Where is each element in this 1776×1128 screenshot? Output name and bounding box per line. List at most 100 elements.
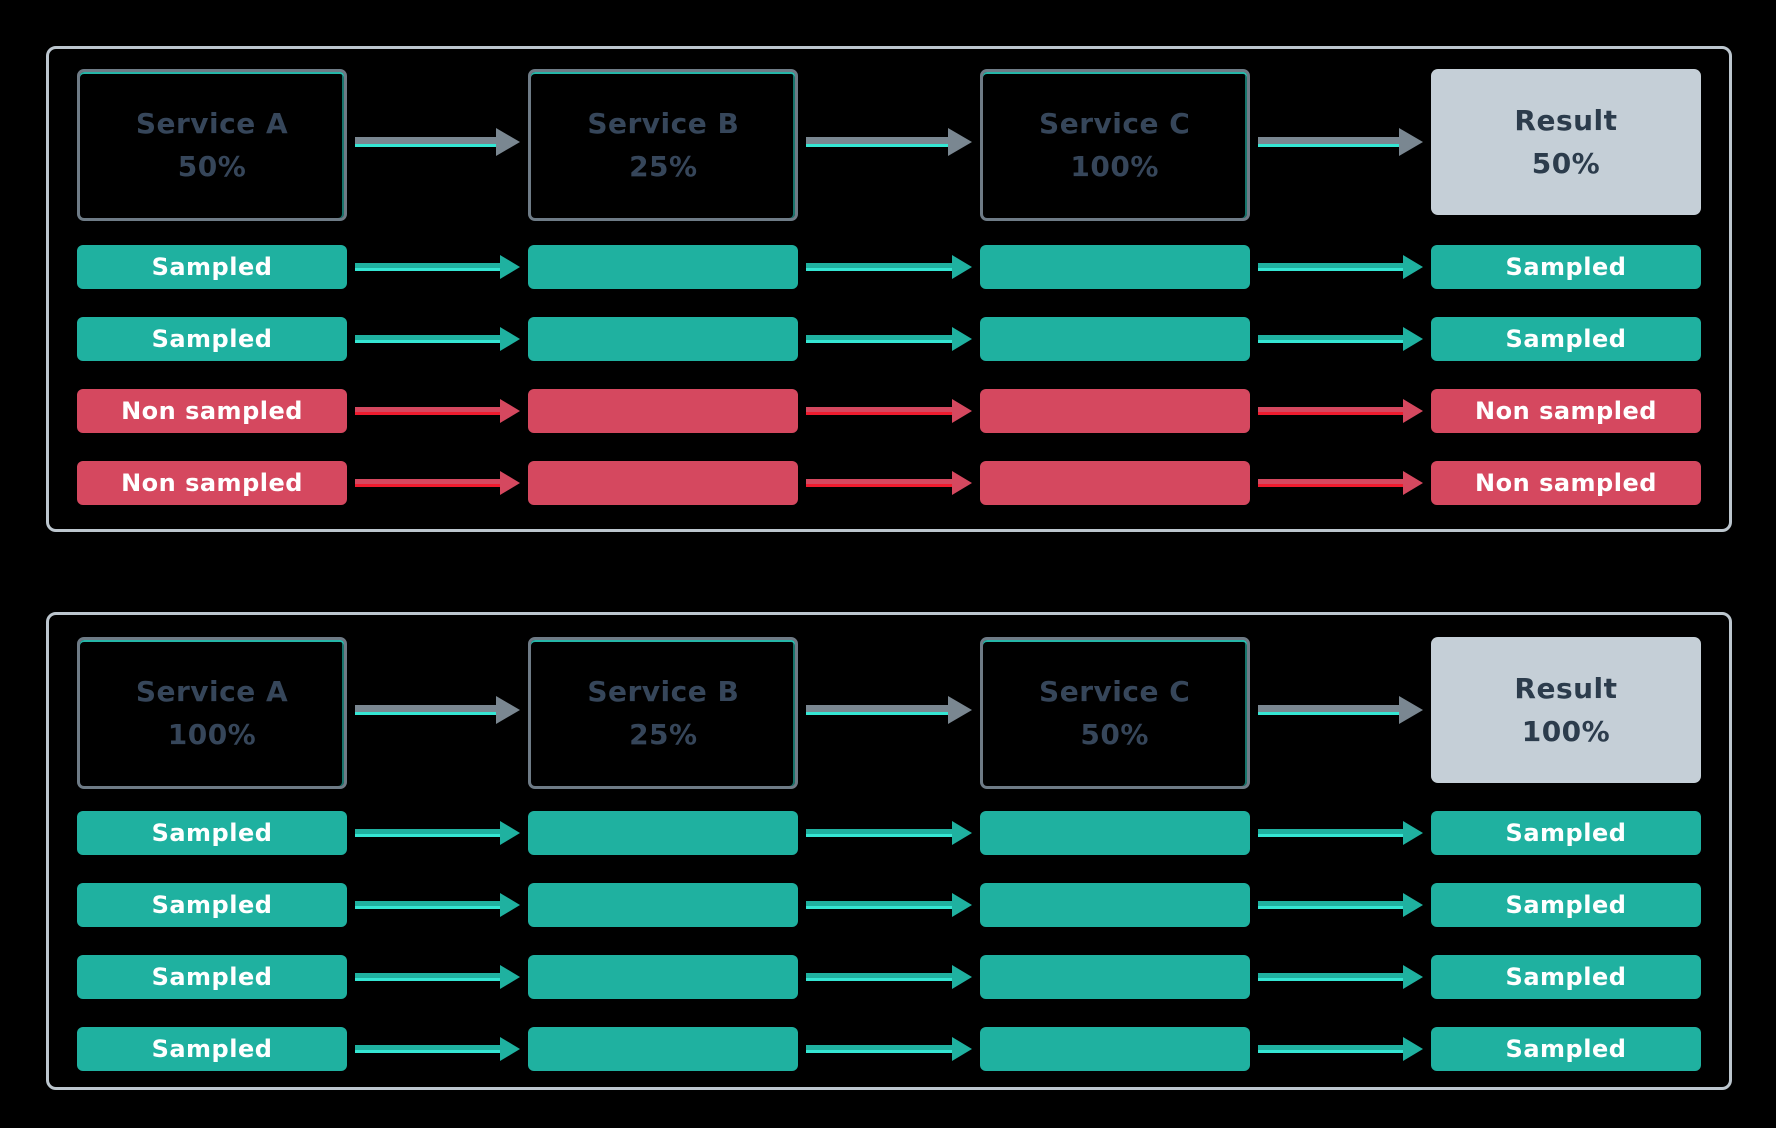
arrow-shaft xyxy=(1257,335,1403,343)
service-title: Service C xyxy=(1039,107,1191,140)
trace-bar-label: Non sampled xyxy=(121,397,303,425)
trace-bar-cell xyxy=(528,389,799,433)
trace-flow-row: Sampled Sampled xyxy=(77,245,1701,289)
service-sampling-rate: 50% xyxy=(177,150,247,183)
trace-flow-row: Non sampled Non sampled xyxy=(77,389,1701,433)
trace-bar-label: Sampled xyxy=(1505,253,1627,281)
arrow-head xyxy=(500,255,521,279)
trace-bar-label: Sampled xyxy=(1505,1035,1627,1063)
trace-bar: Sampled xyxy=(77,955,347,999)
trace-flow-row: Sampled Sampled xyxy=(77,811,1701,855)
service-box: Service A 100% xyxy=(77,637,347,789)
arrow-head xyxy=(1402,893,1423,917)
arrow-shaft xyxy=(355,137,497,147)
trace-bar xyxy=(528,1027,799,1071)
arrow-shaft xyxy=(806,705,948,715)
trace-bar-label: Sampled xyxy=(151,325,273,353)
arrow-right-icon xyxy=(798,893,979,917)
service-title: Service C xyxy=(1039,675,1191,708)
trace-bar-cell: Non sampled xyxy=(1430,461,1701,505)
arrow-head xyxy=(1402,399,1423,423)
arrow-right-icon xyxy=(798,965,979,989)
arrow-shaft xyxy=(806,479,952,487)
arrow-head xyxy=(496,696,521,724)
arrow-right-icon xyxy=(1250,1037,1431,1061)
arrow-right-icon xyxy=(347,471,528,495)
arrow-right-icon xyxy=(347,128,528,156)
service-cell: Service A 50% xyxy=(77,69,347,221)
arrow-shaft xyxy=(1257,973,1403,981)
result-sampling-rate: 50% xyxy=(1531,147,1601,180)
trace-bar: Sampled xyxy=(77,811,347,855)
trace-bar-cell: Sampled xyxy=(77,883,347,927)
trace-bar-cell: Non sampled xyxy=(1430,389,1701,433)
arrow-right-icon xyxy=(347,893,528,917)
arrow-head xyxy=(1398,128,1423,156)
arrow-right-icon xyxy=(1250,327,1431,351)
trace-bar-cell: Sampled xyxy=(77,245,347,289)
trace-bar: Sampled xyxy=(77,883,347,927)
arrow-head xyxy=(500,399,521,423)
arrow-shaft xyxy=(806,829,952,837)
arrow-right-icon xyxy=(798,128,979,156)
trace-bar-cell xyxy=(979,461,1250,505)
arrow-head xyxy=(947,696,972,724)
trace-bar-cell: Sampled xyxy=(1430,245,1701,289)
arrow-shaft xyxy=(806,901,952,909)
service-cell: Service C 100% xyxy=(979,69,1250,221)
trace-bar xyxy=(979,1027,1250,1071)
arrow-shaft xyxy=(355,705,497,715)
trace-bar-cell xyxy=(979,811,1250,855)
trace-flow-row: Sampled Sampled xyxy=(77,1027,1701,1071)
arrow-shaft xyxy=(355,407,501,415)
trace-bar: Sampled xyxy=(1430,1027,1701,1071)
trace-bar xyxy=(528,317,799,361)
trace-bar-label: Sampled xyxy=(1505,819,1627,847)
arrow-shaft xyxy=(355,263,501,271)
trace-bar-cell: Sampled xyxy=(77,811,347,855)
trace-bar-cell xyxy=(979,317,1250,361)
sampling-panel-2: Service A 100% Service B 25% Service C 50% Res… xyxy=(46,612,1732,1090)
trace-bar: Sampled xyxy=(77,1027,347,1071)
result-cell: Result 50% xyxy=(1430,69,1701,215)
trace-bar-cell xyxy=(528,461,799,505)
arrow-right-icon xyxy=(798,1037,979,1061)
arrow-head xyxy=(1402,965,1423,989)
arrow-right-icon xyxy=(798,399,979,423)
arrow-head xyxy=(500,327,521,351)
trace-bar-cell: Sampled xyxy=(1430,883,1701,927)
trace-bar xyxy=(979,389,1250,433)
service-sampling-rate: 25% xyxy=(629,150,698,183)
service-sampling-rate: 25% xyxy=(629,718,698,751)
sampling-panel-1: Service A 50% Service B 25% Service C 100% Res… xyxy=(46,46,1732,532)
arrow-shaft xyxy=(355,335,501,343)
trace-bar xyxy=(979,811,1250,855)
arrow-head xyxy=(496,128,521,156)
trace-flow-row: Sampled Sampled xyxy=(77,317,1701,361)
service-header-row: Service A 50% Service B 25% Service C 100% Res… xyxy=(77,69,1701,221)
trace-bar: Sampled xyxy=(77,245,347,289)
arrow-shaft xyxy=(355,829,501,837)
arrow-head xyxy=(951,399,972,423)
trace-bar-cell xyxy=(979,389,1250,433)
arrow-shaft xyxy=(1257,479,1403,487)
arrow-right-icon xyxy=(1250,128,1431,156)
service-cell: Service C 50% xyxy=(979,637,1250,789)
arrow-shaft xyxy=(355,479,501,487)
result-cell: Result 100% xyxy=(1430,637,1701,783)
arrow-right-icon xyxy=(1250,471,1431,495)
arrow-shaft xyxy=(1257,829,1403,837)
trace-bar xyxy=(528,389,799,433)
arrow-shaft xyxy=(355,973,501,981)
trace-bar-label: Sampled xyxy=(1505,963,1627,991)
service-box: Service A 50% xyxy=(77,69,347,221)
trace-bar-label: Sampled xyxy=(151,1035,273,1063)
trace-flow-row: Sampled Sampled xyxy=(77,883,1701,927)
trace-bar-cell xyxy=(528,811,799,855)
trace-bar-label: Sampled xyxy=(151,963,273,991)
trace-bar-label: Sampled xyxy=(1505,325,1627,353)
trace-bar: Sampled xyxy=(1430,955,1701,999)
arrow-head xyxy=(951,1037,972,1061)
trace-bar: Sampled xyxy=(1430,245,1701,289)
